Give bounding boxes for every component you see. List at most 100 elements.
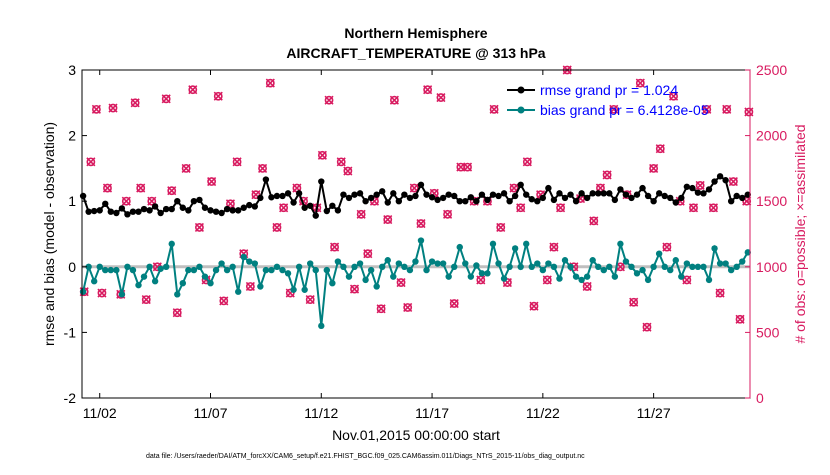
obs-assimilated-marker — [108, 103, 118, 113]
bias-point — [340, 263, 347, 270]
obs-count-point — [695, 180, 705, 191]
obs-assimilated-marker — [529, 301, 539, 311]
bias-point — [96, 263, 103, 270]
rmse-point — [240, 204, 247, 211]
obs-count-point — [396, 277, 406, 288]
obs-assimilated-marker — [436, 92, 446, 103]
obs-assimilated-marker — [489, 104, 499, 114]
rmse-point — [395, 198, 403, 205]
bias-point — [445, 273, 452, 280]
bias-point — [379, 263, 386, 270]
obs-possible-marker — [669, 91, 678, 101]
rmse-point — [733, 192, 740, 200]
rmse-point — [667, 194, 674, 202]
rmse-point — [201, 204, 209, 211]
rmse-point — [550, 196, 558, 204]
obs-count-point — [343, 166, 353, 176]
bias-point — [251, 260, 259, 267]
bias-point — [113, 266, 120, 274]
obs-count-point — [649, 163, 659, 173]
bias-point — [655, 250, 663, 257]
rmse-point — [295, 190, 303, 197]
obs-assimilated-marker — [423, 85, 433, 95]
rmse-point — [135, 208, 142, 215]
obs-assimilated-marker — [649, 163, 659, 173]
legend-bias-marker — [517, 106, 525, 114]
obs-assimilated-marker — [668, 91, 679, 101]
obs-possible-marker — [363, 249, 373, 259]
obs-count-point — [589, 216, 599, 226]
obs-assimilated-marker — [336, 157, 346, 167]
rmse-point — [79, 192, 87, 200]
footnote: data file: /Users/raeder/DAI/ATM_forcXX/… — [146, 453, 585, 460]
bias-point — [578, 276, 585, 284]
bias-point — [312, 266, 319, 274]
obs-assimilated-marker — [376, 304, 386, 314]
obs-assimilated-marker — [363, 249, 373, 259]
rmse-point — [506, 198, 513, 205]
x-axis: 11/02 11/07 11/12 11/17 11/22 11/27 — [83, 70, 671, 421]
bias-point — [262, 266, 270, 274]
obs-count-point — [330, 242, 340, 252]
rmse-point — [467, 194, 475, 201]
obs-possible-marker — [213, 91, 223, 101]
bias-point — [240, 253, 247, 261]
obs-count-point — [265, 78, 275, 88]
obs-possible-marker — [744, 107, 754, 117]
obs-count-point — [708, 203, 719, 213]
rmse-point — [617, 186, 624, 193]
rmse-point — [534, 198, 541, 205]
rmse-point — [390, 190, 397, 197]
y-tick-label-right: 2500 — [756, 62, 787, 78]
obs-assimilated-marker — [728, 176, 738, 187]
rmse-point — [545, 184, 552, 192]
obs-assimilated-marker — [735, 314, 745, 324]
obs-possible-marker — [709, 203, 718, 213]
obs-count-point — [416, 218, 426, 229]
rmse-point — [484, 196, 491, 204]
obs-possible-marker — [463, 162, 472, 172]
obs-count-point — [635, 78, 645, 88]
y-axis-label-left: rmse and bias (model - observation) — [41, 122, 57, 346]
bias-point — [367, 266, 375, 274]
obs-count-point — [258, 163, 268, 173]
bias-point — [146, 263, 153, 270]
obs-possible-marker — [416, 219, 426, 228]
rmse-point — [689, 184, 696, 192]
bias-point — [329, 280, 336, 287]
obs-possible-marker — [103, 183, 112, 193]
bias-point — [246, 258, 253, 265]
obs-possible-marker — [226, 199, 235, 209]
obs-assimilated-marker — [403, 302, 413, 313]
obs-count-point — [629, 297, 639, 307]
obs-assimilated-marker — [136, 183, 146, 193]
bias-point — [151, 278, 159, 285]
rmse-point — [417, 181, 425, 188]
bias-point — [107, 266, 115, 274]
y-tick-label-right: 1500 — [756, 193, 787, 209]
obs-possible-marker — [376, 304, 386, 314]
obs-possible-marker — [141, 295, 151, 304]
rmse-point — [301, 204, 308, 211]
obs-count-point — [389, 95, 399, 105]
rmse-point — [279, 192, 286, 200]
rmse-point — [716, 173, 724, 180]
obs-possible-marker — [195, 223, 204, 232]
rmse-point — [727, 198, 735, 205]
obs-possible-marker — [350, 284, 359, 294]
obs-count-point — [549, 242, 559, 252]
obs-possible-marker — [549, 242, 559, 252]
bias-point — [716, 260, 724, 267]
bias-point — [545, 260, 552, 267]
bias-point — [628, 263, 635, 270]
bias-point — [711, 245, 718, 252]
obs-count-point — [172, 308, 182, 318]
rmse-point — [434, 196, 441, 204]
bias-point — [722, 260, 729, 267]
x-tick-label: 11/17 — [415, 405, 449, 421]
obs-count-point — [279, 203, 289, 213]
rmse-point — [517, 181, 524, 188]
y-tick-label-left: 3 — [68, 62, 76, 78]
obs-possible-marker — [343, 166, 353, 176]
rmse-point — [229, 207, 236, 214]
